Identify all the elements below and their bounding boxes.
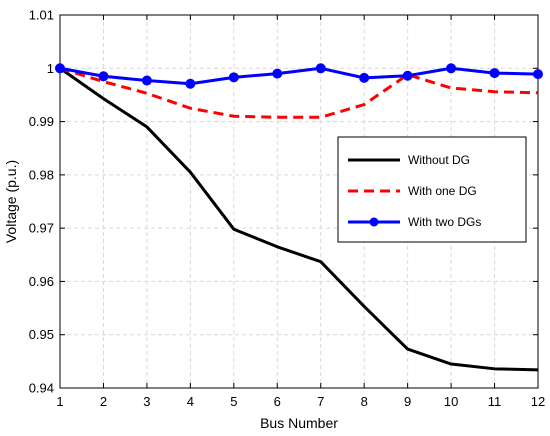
x-tick-label: 6: [274, 394, 281, 409]
legend-marker-with-two-dgs: [369, 217, 379, 227]
y-tick-label: 0.97: [29, 221, 54, 236]
data-point-with-two-dgs: [489, 68, 500, 79]
x-tick-label: 1: [56, 394, 63, 409]
data-point-with-two-dgs: [228, 72, 239, 83]
data-point-with-two-dgs: [402, 70, 413, 81]
legend-label-with-one-dg: With one DG: [408, 184, 477, 198]
x-axis-label: Bus Number: [260, 415, 338, 431]
data-point-with-two-dgs: [272, 68, 283, 79]
data-point-with-two-dgs: [315, 63, 326, 74]
plot-area-frame: [59, 14, 539, 389]
series-layer: [55, 63, 543, 372]
x-tick-label: 9: [404, 394, 411, 409]
series-line-without-dg: [59, 67, 539, 372]
y-tick-label: 0.99: [29, 114, 54, 129]
y-tick-label: 0.95: [29, 327, 54, 342]
data-point-with-two-dgs: [359, 72, 370, 83]
x-tick-label: 7: [317, 394, 324, 409]
legend-label-without-dg: Without DG: [408, 153, 470, 167]
data-point-with-two-dgs: [55, 63, 65, 74]
data-point-with-two-dgs: [185, 78, 196, 89]
y-tick-label: 0.96: [29, 274, 54, 289]
x-tick-label: 11: [488, 394, 502, 409]
legend-label-with-two-dgs: With two DGs: [408, 215, 481, 229]
x-tick-label: 4: [187, 394, 194, 409]
data-point-with-two-dgs: [98, 71, 109, 82]
y-axis-ticks: 0.94 0.95 0.96 0.97 0.98 0.99 1 1.01: [29, 8, 538, 396]
series-line-with-one-dg: [59, 66, 539, 119]
x-tick-label: 10: [444, 394, 458, 409]
y-tick-label: 1: [47, 61, 54, 76]
x-tick-label: 2: [100, 394, 107, 409]
x-tick-label: 5: [230, 394, 237, 409]
series-line-with-two-dgs: [59, 66, 539, 86]
y-tick-label: 0.98: [29, 167, 54, 182]
x-axis-ticks: 1 2 3 4 5 6 7 8 9 10 11 12: [56, 15, 545, 409]
x-tick-label: 8: [361, 394, 368, 409]
data-point-with-two-dgs: [446, 63, 457, 74]
data-point-with-two-dgs: [141, 75, 152, 86]
data-point-with-two-dgs: [533, 69, 543, 80]
x-tick-label: 12: [531, 394, 545, 409]
legend: Without DG With one DG With two DGs: [337, 136, 527, 243]
x-tick-label: 3: [143, 394, 150, 409]
y-axis-label: Voltage (p.u.): [3, 160, 19, 243]
y-tick-label: 1.01: [29, 8, 54, 23]
y-tick-label: 0.94: [29, 381, 54, 396]
